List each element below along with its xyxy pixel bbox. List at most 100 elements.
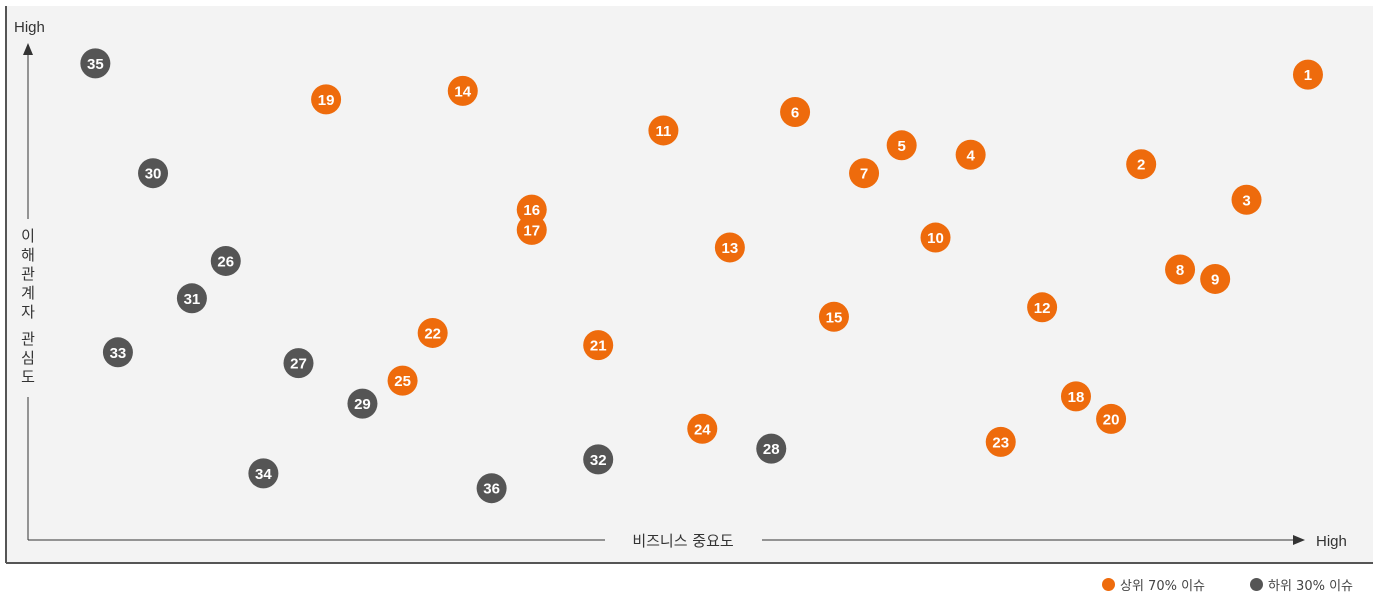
data-point-marker bbox=[955, 139, 986, 170]
data-point-marker bbox=[1126, 149, 1157, 180]
data-point-label: 3 bbox=[1242, 192, 1250, 209]
data-point-marker bbox=[780, 97, 811, 127]
data-point-4: 4 bbox=[955, 139, 986, 170]
data-point-marker bbox=[1165, 254, 1196, 285]
data-point-label: 23 bbox=[992, 434, 1009, 451]
data-point-marker bbox=[714, 232, 745, 263]
data-point-marker bbox=[210, 245, 241, 276]
data-point-label: 32 bbox=[590, 452, 607, 469]
data-point-marker bbox=[417, 317, 448, 348]
data-point-label: 6 bbox=[791, 105, 799, 122]
data-point-15: 15 bbox=[818, 301, 849, 332]
plot-background bbox=[6, 6, 1373, 562]
data-point-18: 18 bbox=[1060, 381, 1091, 412]
data-point-label: 33 bbox=[110, 345, 127, 362]
data-point-marker bbox=[347, 388, 378, 419]
legend-swatch-gray bbox=[1250, 577, 1263, 591]
data-point-label: 21 bbox=[590, 338, 607, 355]
data-point-label: 1 bbox=[1304, 67, 1312, 84]
data-point-marker bbox=[476, 473, 507, 504]
data-point-marker bbox=[886, 130, 917, 161]
legend-label-bottom30: 하위 30% 이슈 bbox=[1268, 578, 1353, 594]
data-point-marker bbox=[920, 222, 951, 253]
data-point-label: 24 bbox=[694, 421, 711, 438]
data-point-label: 15 bbox=[826, 309, 843, 326]
data-point-9: 9 bbox=[1200, 263, 1231, 294]
data-point-28: 28 bbox=[756, 433, 787, 464]
data-point-5: 5 bbox=[886, 130, 917, 161]
data-point-25: 25 bbox=[387, 365, 418, 396]
data-point-label: 26 bbox=[217, 253, 234, 270]
points-layer: 1234567891011121314151617181920212223242… bbox=[80, 48, 1323, 504]
data-point-label: 11 bbox=[655, 123, 671, 140]
data-point-label: 31 bbox=[184, 291, 201, 308]
data-point-11: 11 bbox=[648, 115, 679, 146]
data-point-label: 14 bbox=[454, 83, 471, 100]
data-point-label: 10 bbox=[927, 230, 944, 247]
data-point-21: 21 bbox=[583, 330, 614, 361]
data-point-marker bbox=[985, 426, 1016, 457]
data-point-marker bbox=[516, 214, 547, 245]
data-point-label: 4 bbox=[966, 147, 975, 164]
data-point-label: 7 bbox=[860, 166, 868, 183]
legend-label-top70: 상위 70% 이슈 bbox=[1120, 578, 1205, 594]
data-point-33: 33 bbox=[102, 337, 133, 368]
data-point-label: 27 bbox=[290, 356, 307, 373]
data-point-marker bbox=[1096, 403, 1127, 434]
data-point-27: 27 bbox=[283, 348, 314, 379]
legend-item-top70: 상위 70% 이슈 bbox=[1102, 574, 1205, 594]
data-point-marker bbox=[248, 458, 279, 489]
data-point-label: 34 bbox=[255, 466, 272, 483]
data-point-label: 8 bbox=[1176, 262, 1184, 279]
data-point-marker bbox=[1292, 59, 1323, 90]
data-point-7: 7 bbox=[849, 158, 880, 189]
data-point-marker bbox=[1060, 381, 1091, 412]
data-point-32: 32 bbox=[583, 444, 614, 475]
data-point-marker bbox=[311, 84, 342, 115]
data-point-30: 30 bbox=[138, 158, 169, 189]
x-axis-label: 비즈니스 중요도 bbox=[632, 532, 734, 550]
data-point-12: 12 bbox=[1027, 292, 1058, 323]
legend-item-bottom30: 하위 30% 이슈 bbox=[1250, 574, 1353, 594]
y-axis-max-label: High bbox=[14, 19, 45, 36]
data-point-label: 20 bbox=[1103, 411, 1120, 428]
data-point-10: 10 bbox=[920, 222, 951, 253]
data-point-marker bbox=[648, 115, 679, 146]
data-point-marker bbox=[583, 444, 614, 475]
data-point-26: 26 bbox=[210, 245, 241, 276]
data-point-marker bbox=[176, 283, 207, 314]
data-point-22: 22 bbox=[417, 317, 448, 348]
data-point-14: 14 bbox=[447, 75, 478, 106]
data-point-marker bbox=[138, 158, 169, 189]
data-point-6: 6 bbox=[780, 97, 811, 127]
data-point-1: 1 bbox=[1292, 59, 1323, 90]
data-point-marker bbox=[387, 365, 418, 396]
data-point-marker bbox=[687, 413, 718, 444]
data-point-8: 8 bbox=[1165, 254, 1196, 285]
data-point-marker bbox=[283, 348, 314, 379]
data-point-label: 17 bbox=[523, 222, 540, 239]
legend-swatch-orange bbox=[1102, 577, 1115, 591]
data-point-marker bbox=[447, 75, 478, 106]
x-axis-max-label: High bbox=[1316, 533, 1347, 550]
data-point-marker bbox=[849, 158, 880, 189]
data-point-19: 19 bbox=[311, 84, 342, 115]
data-point-36: 36 bbox=[476, 473, 507, 504]
data-point-34: 34 bbox=[248, 458, 279, 489]
data-point-label: 12 bbox=[1034, 300, 1051, 317]
data-point-29: 29 bbox=[347, 388, 378, 419]
data-point-marker bbox=[1027, 292, 1058, 323]
data-point-label: 28 bbox=[763, 441, 780, 458]
data-point-13: 13 bbox=[714, 232, 745, 263]
data-point-label: 22 bbox=[424, 325, 441, 342]
data-point-2: 2 bbox=[1126, 149, 1157, 180]
data-point-label: 36 bbox=[483, 481, 500, 498]
data-point-label: 9 bbox=[1211, 271, 1219, 288]
data-point-24: 24 bbox=[687, 413, 718, 444]
data-point-35: 35 bbox=[80, 48, 111, 79]
data-point-label: 19 bbox=[318, 92, 335, 109]
data-point-label: 5 bbox=[898, 138, 906, 155]
data-point-label: 18 bbox=[1068, 389, 1085, 406]
